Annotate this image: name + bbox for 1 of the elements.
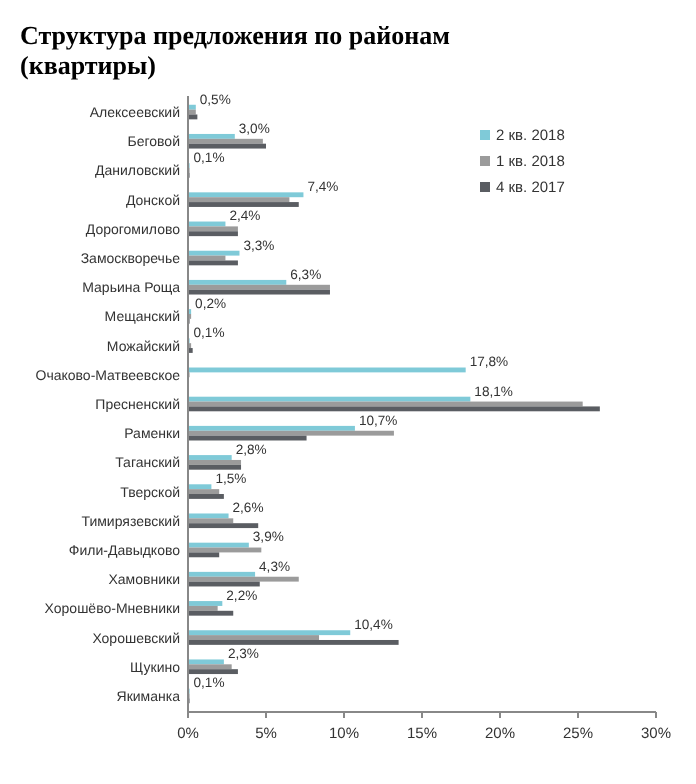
chart-title: Структура предложения по районам (квартиры) [20, 20, 451, 80]
